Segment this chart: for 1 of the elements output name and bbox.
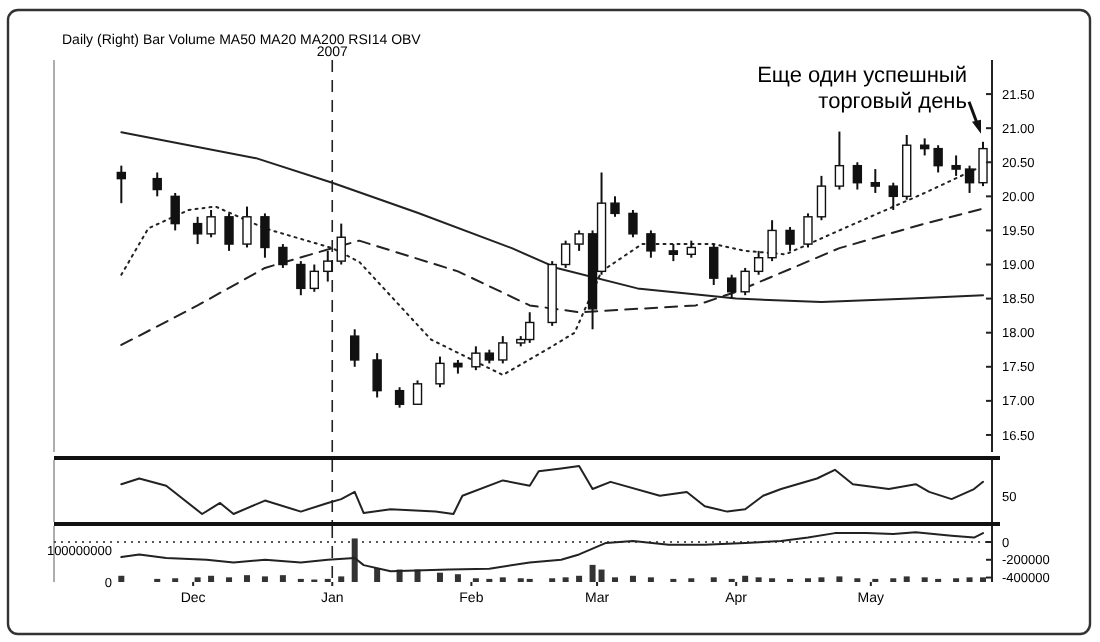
annotation: Еще один успешный торговый день: [757, 63, 968, 114]
